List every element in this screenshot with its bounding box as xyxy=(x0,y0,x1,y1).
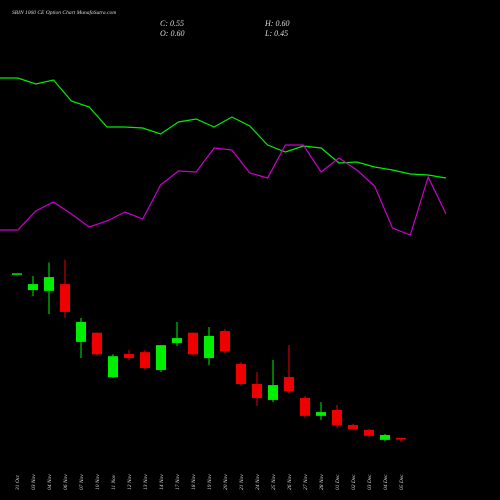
indicator-line xyxy=(0,144,447,236)
x-tick-label: 03 Nov xyxy=(31,474,37,490)
x-tick-label: 27 Nov xyxy=(303,474,309,490)
candle-body xyxy=(28,284,38,291)
x-tick-label: 12 Nov xyxy=(127,474,133,490)
candle-body xyxy=(300,398,310,416)
x-tick-label: 06 Nov xyxy=(63,474,69,490)
low-label: L: 0.45 xyxy=(264,29,288,38)
x-tick-label: 31 Oct xyxy=(15,475,21,491)
x-tick-label: 02 Dec xyxy=(351,474,357,490)
high-label: H: 0.60 xyxy=(264,19,289,28)
candle-body xyxy=(220,331,230,352)
candle-body xyxy=(316,412,326,416)
indicator-line xyxy=(0,77,447,179)
candle-body xyxy=(236,364,246,384)
candle-body xyxy=(124,354,134,359)
candle-body xyxy=(76,321,86,342)
candle-body xyxy=(284,376,294,392)
candle-body xyxy=(44,277,54,291)
x-tick-label: 03 Dec xyxy=(367,474,373,490)
candle-body xyxy=(140,352,150,369)
candle-body xyxy=(380,435,390,440)
x-tick-label: 14 Nov xyxy=(158,474,165,490)
x-tick-label: 26 Nov xyxy=(287,474,293,490)
x-tick-label: 21 Nov xyxy=(239,474,245,490)
open-label: O: 0.60 xyxy=(160,29,184,38)
x-tick-label: 28 Nov xyxy=(319,474,325,490)
x-tick-label: 01 Dec xyxy=(335,474,341,490)
candle-body xyxy=(92,332,102,355)
x-tick-label: 19 Nov xyxy=(207,474,213,490)
x-tick-label: 24 Nov xyxy=(254,474,261,490)
x-tick-label: 13 Nov xyxy=(143,474,149,490)
close-label: C: 0.55 xyxy=(160,19,184,28)
candle-body xyxy=(156,345,166,370)
candle-body xyxy=(108,356,118,378)
x-tick-label: 10 Nov xyxy=(95,474,101,490)
x-tick-label: 05 Dec xyxy=(399,474,405,490)
candle-body xyxy=(332,409,342,426)
candle-body xyxy=(60,284,70,312)
x-tick-label: 17 Nov xyxy=(175,474,181,490)
x-tick-label: 04 Dec xyxy=(382,474,389,490)
x-tick-label: 04 Nov xyxy=(46,474,53,490)
candle-body xyxy=(364,429,374,436)
candle-body xyxy=(204,335,214,359)
chart-title: SBIN 1060 CE Option Chart MunafaSutra.co… xyxy=(12,9,116,16)
x-tick-label: 20 Nov xyxy=(223,474,229,490)
candle-body xyxy=(172,338,182,343)
candle-body xyxy=(396,438,406,440)
candle-body xyxy=(12,273,22,275)
x-tick-label: 07 Nov xyxy=(79,474,85,490)
x-tick-label: 11 Nov xyxy=(111,474,117,490)
candle-body xyxy=(188,332,198,355)
candle-body xyxy=(348,425,358,430)
x-tick-label: 18 Nov xyxy=(191,474,197,490)
x-tick-label: 25 Nov xyxy=(271,474,277,490)
candle-body xyxy=(252,384,262,399)
candle-body xyxy=(268,385,278,400)
